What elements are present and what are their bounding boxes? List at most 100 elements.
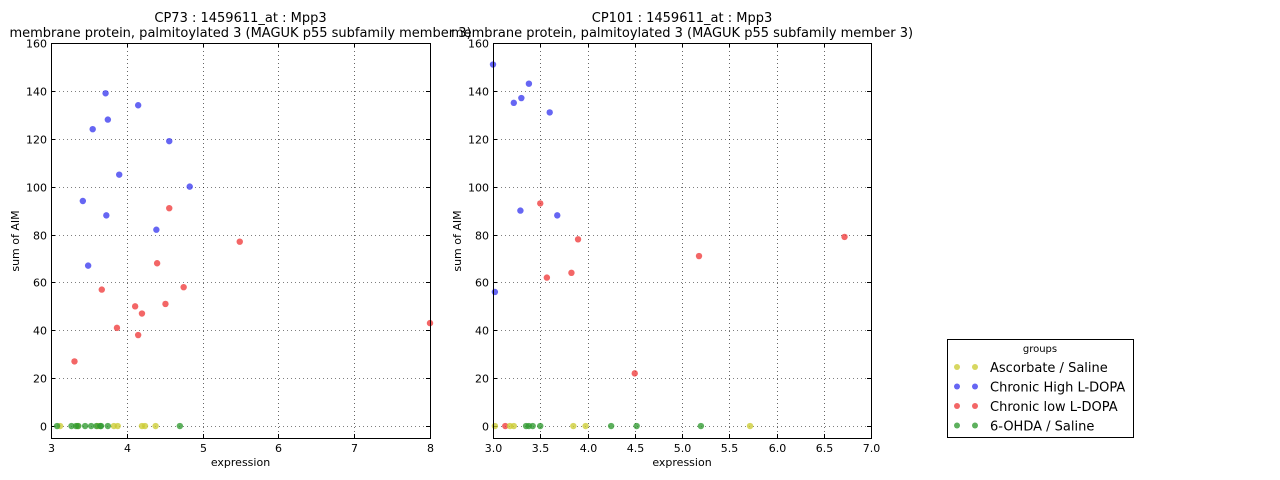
- y-tick-label: 40: [33, 325, 47, 338]
- chart-subtitle: membrane protein, palmitoylated 3 (MAGUK…: [451, 26, 913, 41]
- data-point: [141, 422, 149, 430]
- data-point: [510, 422, 517, 430]
- data-point: [102, 90, 109, 97]
- data-point: [75, 422, 82, 430]
- data-point: [98, 286, 105, 293]
- legend-marker: [954, 422, 960, 429]
- data-point: [502, 422, 509, 430]
- x-axis-label: expression: [652, 456, 711, 469]
- data-point: [71, 358, 78, 365]
- data-point: [236, 238, 243, 245]
- y-tick-label: 20: [33, 373, 47, 386]
- x-tick-label: 6: [275, 442, 282, 455]
- x-tick-label: 8: [427, 442, 434, 455]
- data-point: [529, 422, 536, 430]
- data-point: [697, 422, 705, 430]
- data-point: [103, 212, 110, 219]
- data-point: [68, 422, 75, 430]
- data-point: [113, 324, 121, 332]
- data-point: [180, 283, 187, 291]
- y-tick-label: 80: [475, 230, 489, 243]
- tick-labels: 3.0 3.5 4.0 4.5 5.0 5.5 6.0 6.5 7.0 0 20 40 60 80 100 1…: [468, 38, 880, 456]
- data-point: [153, 226, 160, 233]
- data-point: [554, 212, 561, 219]
- x-tick-label: 4.0: [580, 442, 598, 455]
- data-point: [537, 200, 544, 207]
- chart-subtitle: membrane protein, palmitoylated 3 (MAGUK…: [9, 26, 471, 41]
- data-point: [81, 422, 89, 430]
- data-point: [525, 80, 533, 87]
- y-tick-label: 80: [33, 230, 47, 243]
- data-point: [568, 269, 575, 277]
- legend-marker: [954, 364, 960, 370]
- x-tick-label: 5.5: [721, 442, 739, 455]
- data-point: [491, 288, 499, 296]
- data-point: [104, 422, 112, 430]
- data-point: [89, 125, 96, 133]
- data-point: [186, 183, 193, 190]
- data-point: [633, 422, 640, 430]
- y-axis-label: sum of AIM: [9, 210, 22, 271]
- legend-marker: [972, 422, 978, 429]
- data-point: [162, 300, 169, 308]
- data-point: [574, 236, 582, 243]
- legend-label: Chronic low L-DOPA: [990, 400, 1118, 415]
- data-point: [166, 204, 173, 212]
- data-point: [97, 422, 105, 430]
- legend-box: [947, 339, 1134, 438]
- legend-title: groups: [1023, 344, 1057, 355]
- data-point: [543, 274, 551, 281]
- grid: [493, 43, 872, 438]
- data-point: [166, 137, 173, 145]
- data-point: [582, 422, 589, 430]
- data-point: [131, 303, 139, 310]
- data-point: [695, 252, 703, 260]
- legend-label: 6-OHDA / Saline: [990, 420, 1094, 435]
- data-point: [152, 422, 159, 430]
- x-tick-label: 5.0: [674, 442, 692, 455]
- x-tick-label: 3.0: [485, 442, 503, 455]
- y-tick-label: 60: [33, 277, 47, 290]
- x-tick-label: 7.0: [863, 442, 881, 455]
- legend-entries: Ascorbate / Saline Chronic High L-DOPA Chr…: [954, 361, 1125, 435]
- chart-panel-cp73: CP73 : 1459611_at : Mpp3 membrane protei…: [9, 11, 472, 469]
- y-tick-label: 120: [26, 134, 47, 147]
- y-axis-label: sum of AIM: [451, 210, 464, 271]
- data-point: [104, 116, 112, 123]
- legend-label: Chronic High L-DOPA: [990, 381, 1125, 396]
- data-point: [116, 171, 123, 178]
- chart-panel-cp101: CP101 : 1459611_at : Mpp3 membrane prote…: [451, 11, 913, 469]
- data-point: [87, 422, 95, 430]
- data-point: [53, 422, 61, 430]
- y-tick-label: 160: [26, 38, 47, 51]
- data-point: [570, 422, 577, 430]
- y-tick-label: 20: [475, 373, 489, 386]
- legend-marker: [972, 364, 978, 370]
- data-point: [84, 262, 92, 269]
- legend: groups Ascorbate / Saline Chronic High L-…: [947, 339, 1134, 438]
- data-point: [491, 422, 499, 430]
- x-axis-label: expression: [211, 456, 270, 469]
- x-tick-label: 3.5: [532, 442, 550, 455]
- data-points: [489, 61, 848, 430]
- legend-label: Ascorbate / Saline: [990, 361, 1108, 376]
- legend-marker: [954, 383, 960, 390]
- y-tick-label: 60: [475, 277, 489, 290]
- legend-marker: [954, 403, 960, 409]
- y-tick-label: 100: [468, 182, 489, 195]
- y-tick-label: 140: [26, 86, 47, 99]
- y-tick-label: 120: [468, 134, 489, 147]
- y-tick-label: 0: [482, 421, 489, 434]
- data-point: [79, 197, 87, 205]
- data-point: [134, 331, 142, 339]
- y-tick-label: 140: [468, 86, 489, 99]
- y-tick-label: 0: [40, 421, 47, 434]
- data-point: [510, 99, 517, 107]
- x-tick-label: 5: [200, 442, 207, 455]
- data-point: [138, 310, 146, 317]
- data-point: [114, 422, 121, 430]
- data-point: [546, 109, 553, 116]
- x-tick-label: 6.5: [816, 442, 834, 455]
- axes-frame: [493, 43, 872, 439]
